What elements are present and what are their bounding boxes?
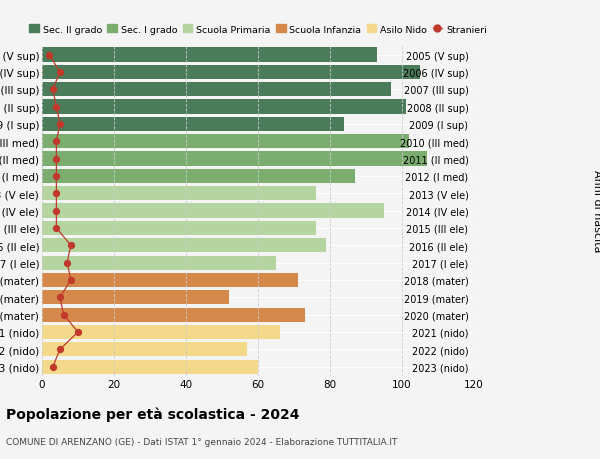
Bar xyxy=(42,169,355,184)
Point xyxy=(48,86,58,94)
Bar xyxy=(42,48,377,62)
Text: Popolazione per età scolastica - 2024: Popolazione per età scolastica - 2024 xyxy=(6,406,299,421)
Point xyxy=(52,138,61,146)
Point xyxy=(66,277,76,284)
Bar xyxy=(42,152,427,166)
Bar xyxy=(42,118,344,132)
Bar xyxy=(42,239,326,253)
Legend: Sec. II grado, Sec. I grado, Scuola Primaria, Scuola Infanzia, Asilo Nido, Stran: Sec. II grado, Sec. I grado, Scuola Prim… xyxy=(29,25,487,34)
Point xyxy=(44,52,54,59)
Point xyxy=(55,346,65,353)
Point xyxy=(55,294,65,301)
Bar xyxy=(42,325,280,339)
Point xyxy=(52,156,61,163)
Bar xyxy=(42,66,420,80)
Bar xyxy=(42,291,229,305)
Bar xyxy=(42,273,298,287)
Bar xyxy=(42,83,391,97)
Bar xyxy=(42,135,409,149)
Point xyxy=(55,69,65,76)
Text: Anni di nascita: Anni di nascita xyxy=(592,170,600,252)
Bar xyxy=(42,308,305,322)
Point xyxy=(52,173,61,180)
Bar xyxy=(42,204,384,218)
Point xyxy=(59,311,68,319)
Point xyxy=(66,242,76,249)
Text: COMUNE DI ARENZANO (GE) - Dati ISTAT 1° gennaio 2024 - Elaborazione TUTTITALIA.I: COMUNE DI ARENZANO (GE) - Dati ISTAT 1° … xyxy=(6,437,397,446)
Point xyxy=(62,259,72,267)
Point xyxy=(52,225,61,232)
Bar xyxy=(42,221,316,235)
Point xyxy=(52,207,61,215)
Point xyxy=(73,329,83,336)
Point xyxy=(55,121,65,129)
Bar xyxy=(42,256,276,270)
Bar xyxy=(42,100,406,114)
Point xyxy=(52,190,61,197)
Bar xyxy=(42,360,258,374)
Bar xyxy=(42,342,247,357)
Bar xyxy=(42,187,316,201)
Point xyxy=(48,363,58,370)
Point xyxy=(52,104,61,111)
